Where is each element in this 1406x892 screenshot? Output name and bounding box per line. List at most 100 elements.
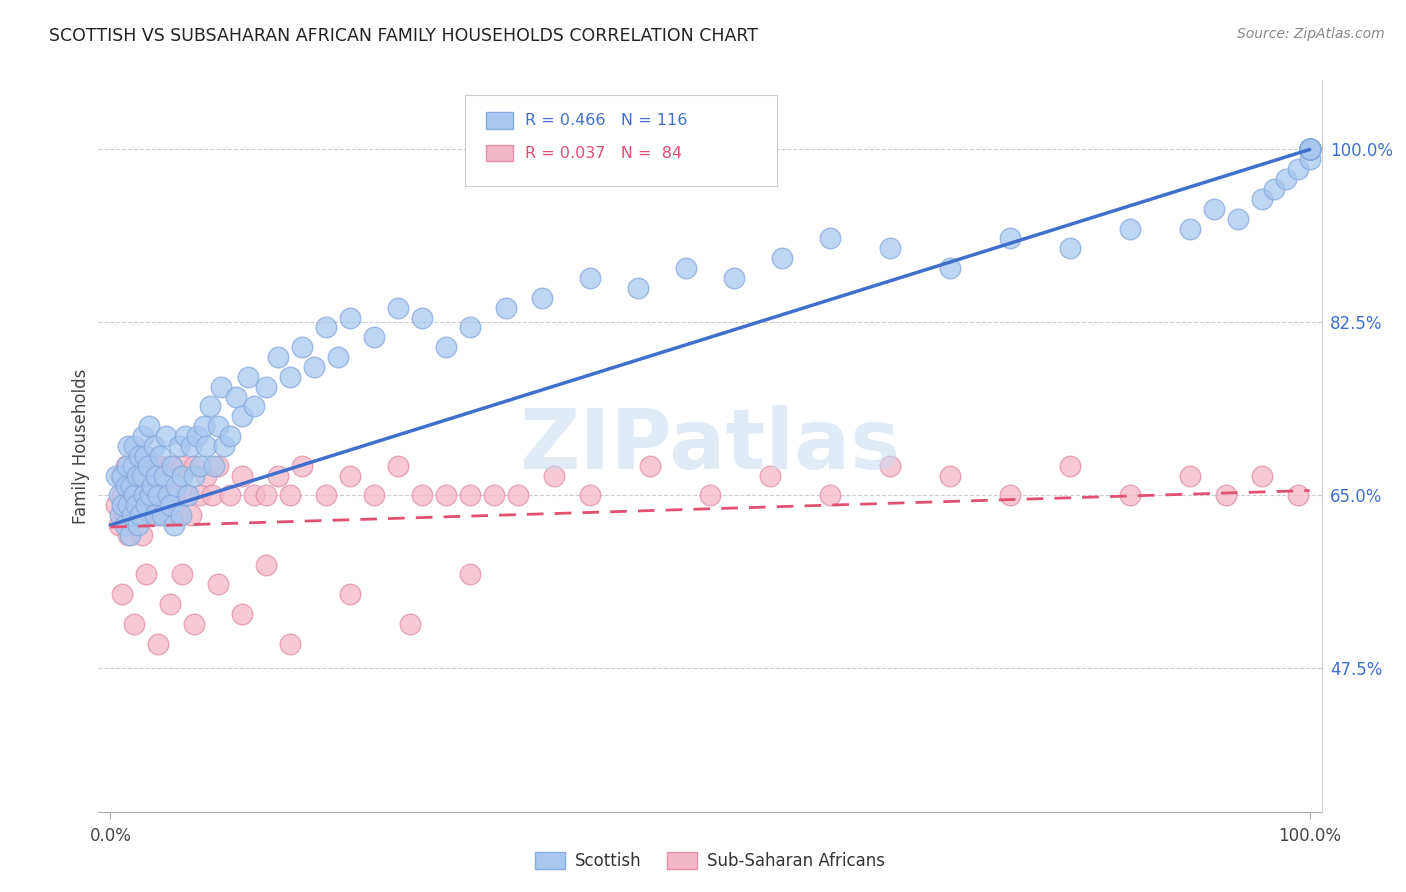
Point [159,458,181,473]
Point [129,508,152,523]
Point [209,380,232,394]
Point [111,587,134,601]
Point [207,577,229,591]
Point [111,468,134,483]
Point [267,468,290,483]
Point [134,468,156,483]
Point [1286,162,1309,177]
Point [117,439,139,453]
Point [121,508,143,523]
Point [128,449,150,463]
Text: R = 0.466   N = 116: R = 0.466 N = 116 [526,113,688,128]
Point [167,439,190,453]
Point [818,488,841,502]
Point [114,508,136,523]
Point [339,468,361,483]
Point [202,458,225,473]
Point [117,498,139,512]
Point [118,528,141,542]
Point [1298,143,1320,157]
Point [155,429,177,443]
Point [177,488,200,502]
Point [195,468,218,483]
Point [124,488,146,502]
Point [115,478,138,492]
Point [411,488,433,502]
Point [135,498,157,512]
Point [363,330,385,344]
Point [254,380,277,394]
Point [132,478,155,492]
Point [482,488,505,502]
Point [1298,143,1320,157]
Point [225,390,247,404]
Point [231,409,253,424]
Point [172,468,194,483]
Point [1119,488,1142,502]
Point [315,320,337,334]
Text: SCOTTISH VS SUBSAHARAN AFRICAN FAMILY HOUSEHOLDS CORRELATION CHART: SCOTTISH VS SUBSAHARAN AFRICAN FAMILY HO… [49,27,758,45]
Point [214,439,236,453]
Point [399,616,422,631]
Point [315,488,337,502]
Point [267,350,290,364]
Point [579,488,602,502]
Point [339,310,361,325]
Point [159,597,181,611]
Point [195,439,218,453]
Point [291,458,314,473]
Legend: Scottish, Sub-Saharan Africans: Scottish, Sub-Saharan Africans [529,845,891,877]
Point [1298,143,1320,157]
Point [238,369,260,384]
Point [163,518,186,533]
Point [1263,182,1285,196]
Point [1226,211,1249,226]
Point [627,281,650,295]
Point [1298,143,1320,157]
Point [180,508,202,523]
Point [115,458,138,473]
Point [1298,153,1320,167]
Point [118,478,141,492]
Point [135,567,157,582]
Point [165,478,187,492]
Point [183,468,205,483]
Point [939,261,962,276]
Point [138,488,160,502]
Point [105,498,128,512]
Point [387,301,409,315]
Point [998,488,1021,502]
Point [339,587,361,601]
Point [131,468,153,483]
Point [141,478,163,492]
Point [105,468,128,483]
Point [124,616,146,631]
Point [1298,143,1320,157]
Point [543,468,565,483]
Point [108,488,131,502]
Point [124,498,146,512]
Point [254,488,277,502]
Point [160,458,183,473]
Point [142,458,165,473]
Point [207,419,229,434]
Point [159,498,181,512]
Point [135,508,157,523]
Point [1178,221,1201,235]
Point [129,458,152,473]
Point [278,488,301,502]
Point [136,458,159,473]
Point [434,340,457,354]
Point [125,488,148,502]
Point [1298,143,1320,157]
Point [219,429,242,443]
Point [1298,143,1320,157]
Point [998,231,1021,245]
Point [121,498,143,512]
Point [531,291,554,305]
Point [1250,192,1272,206]
Point [122,458,145,473]
Point [770,251,793,265]
Point [304,359,326,374]
Point [174,488,197,502]
